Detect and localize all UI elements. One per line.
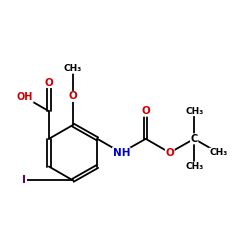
Text: I: I (22, 175, 26, 185)
Text: O: O (142, 106, 150, 116)
Text: O: O (68, 92, 77, 102)
Text: CH₃: CH₃ (64, 64, 82, 73)
Text: CH₃: CH₃ (185, 162, 203, 171)
Text: NH: NH (112, 148, 130, 158)
Text: OH: OH (17, 92, 33, 102)
Text: CH₃: CH₃ (185, 107, 203, 116)
Text: CH₃: CH₃ (209, 148, 227, 157)
Text: O: O (165, 148, 174, 158)
Text: C: C (190, 134, 198, 144)
Text: O: O (44, 78, 53, 88)
